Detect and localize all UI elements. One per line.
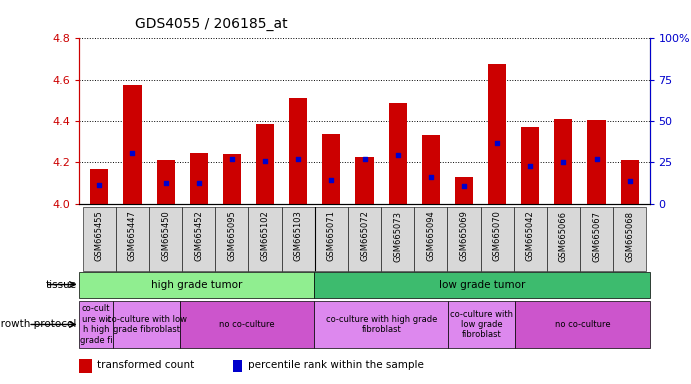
Text: GSM665071: GSM665071 [327,210,336,262]
Bar [282,207,315,271]
Text: GSM665094: GSM665094 [426,210,435,261]
Bar [223,154,241,204]
Bar [422,136,440,204]
Text: co-culture with high grade
fibroblast: co-culture with high grade fibroblast [325,315,437,334]
Text: GSM665103: GSM665103 [294,210,303,262]
Bar [554,119,572,204]
Bar [621,160,638,204]
Text: percentile rank within the sample: percentile rank within the sample [247,360,424,370]
Bar [124,85,142,204]
Bar [289,98,307,204]
Text: GSM665102: GSM665102 [261,210,269,261]
Bar [348,207,381,271]
Point [524,163,536,169]
Point [326,177,337,183]
Bar [613,207,646,271]
Bar [256,124,274,204]
Text: GSM665067: GSM665067 [592,210,601,262]
Point [491,139,502,146]
Bar [521,127,540,204]
Point [127,150,138,156]
Bar [480,207,513,271]
Text: GSM665070: GSM665070 [493,210,502,262]
Text: co-cult
ure wit
h high
grade fi: co-cult ure wit h high grade fi [80,305,113,344]
Bar [216,207,249,271]
Bar [149,207,182,271]
Bar [116,207,149,271]
Point [193,180,205,186]
Text: transformed count: transformed count [97,360,193,370]
Text: GSM665042: GSM665042 [526,210,535,261]
Point [458,183,469,189]
Bar [157,160,175,204]
Point [94,182,105,188]
Text: high grade tumor: high grade tumor [151,280,243,290]
Text: GSM665069: GSM665069 [460,210,468,262]
Bar [314,301,448,348]
Bar [580,207,613,271]
Bar [113,301,180,348]
Point [293,156,304,162]
Bar [355,157,374,204]
Bar [182,207,216,271]
Point [359,156,370,162]
Bar [79,272,314,298]
Point [624,178,635,184]
Text: GSM665068: GSM665068 [625,210,634,262]
Bar [83,207,116,271]
Bar [91,169,108,204]
Bar [234,360,242,372]
Bar [587,120,605,204]
Text: co-culture with low
grade fibroblast: co-culture with low grade fibroblast [106,315,187,334]
Text: GSM665072: GSM665072 [360,210,369,262]
Point [260,158,271,164]
Text: no co-culture: no co-culture [219,320,275,329]
Bar [488,64,507,204]
Text: no co-culture: no co-culture [555,320,610,329]
Bar [315,207,348,271]
Bar [447,207,480,271]
Text: GSM665073: GSM665073 [393,210,402,262]
Point [227,156,238,162]
Bar [381,207,414,271]
Point [160,180,171,186]
Bar [455,177,473,204]
Bar [414,207,447,271]
Point [558,159,569,165]
Text: GSM665095: GSM665095 [227,210,236,261]
Bar [322,134,341,204]
Bar [314,272,650,298]
Text: GSM665447: GSM665447 [128,210,137,262]
Text: co-culture with
low grade
fibroblast: co-culture with low grade fibroblast [451,310,513,339]
Bar [515,301,650,348]
Bar [79,359,92,373]
Bar [79,301,113,348]
Point [425,174,436,180]
Bar [388,103,407,204]
Bar [448,301,515,348]
Text: GDS4055 / 206185_at: GDS4055 / 206185_at [135,17,287,31]
Text: GSM665452: GSM665452 [194,210,203,261]
Text: growth protocol: growth protocol [0,319,77,329]
Bar [189,153,208,204]
Bar [180,301,314,348]
Text: tissue: tissue [46,280,77,290]
Bar [547,207,580,271]
Text: GSM665066: GSM665066 [559,210,568,262]
Text: GSM665450: GSM665450 [161,210,170,261]
Point [392,152,403,158]
Text: GSM665455: GSM665455 [95,210,104,261]
Text: low grade tumor: low grade tumor [439,280,525,290]
Point [591,156,602,162]
Bar [249,207,282,271]
Bar [513,207,547,271]
